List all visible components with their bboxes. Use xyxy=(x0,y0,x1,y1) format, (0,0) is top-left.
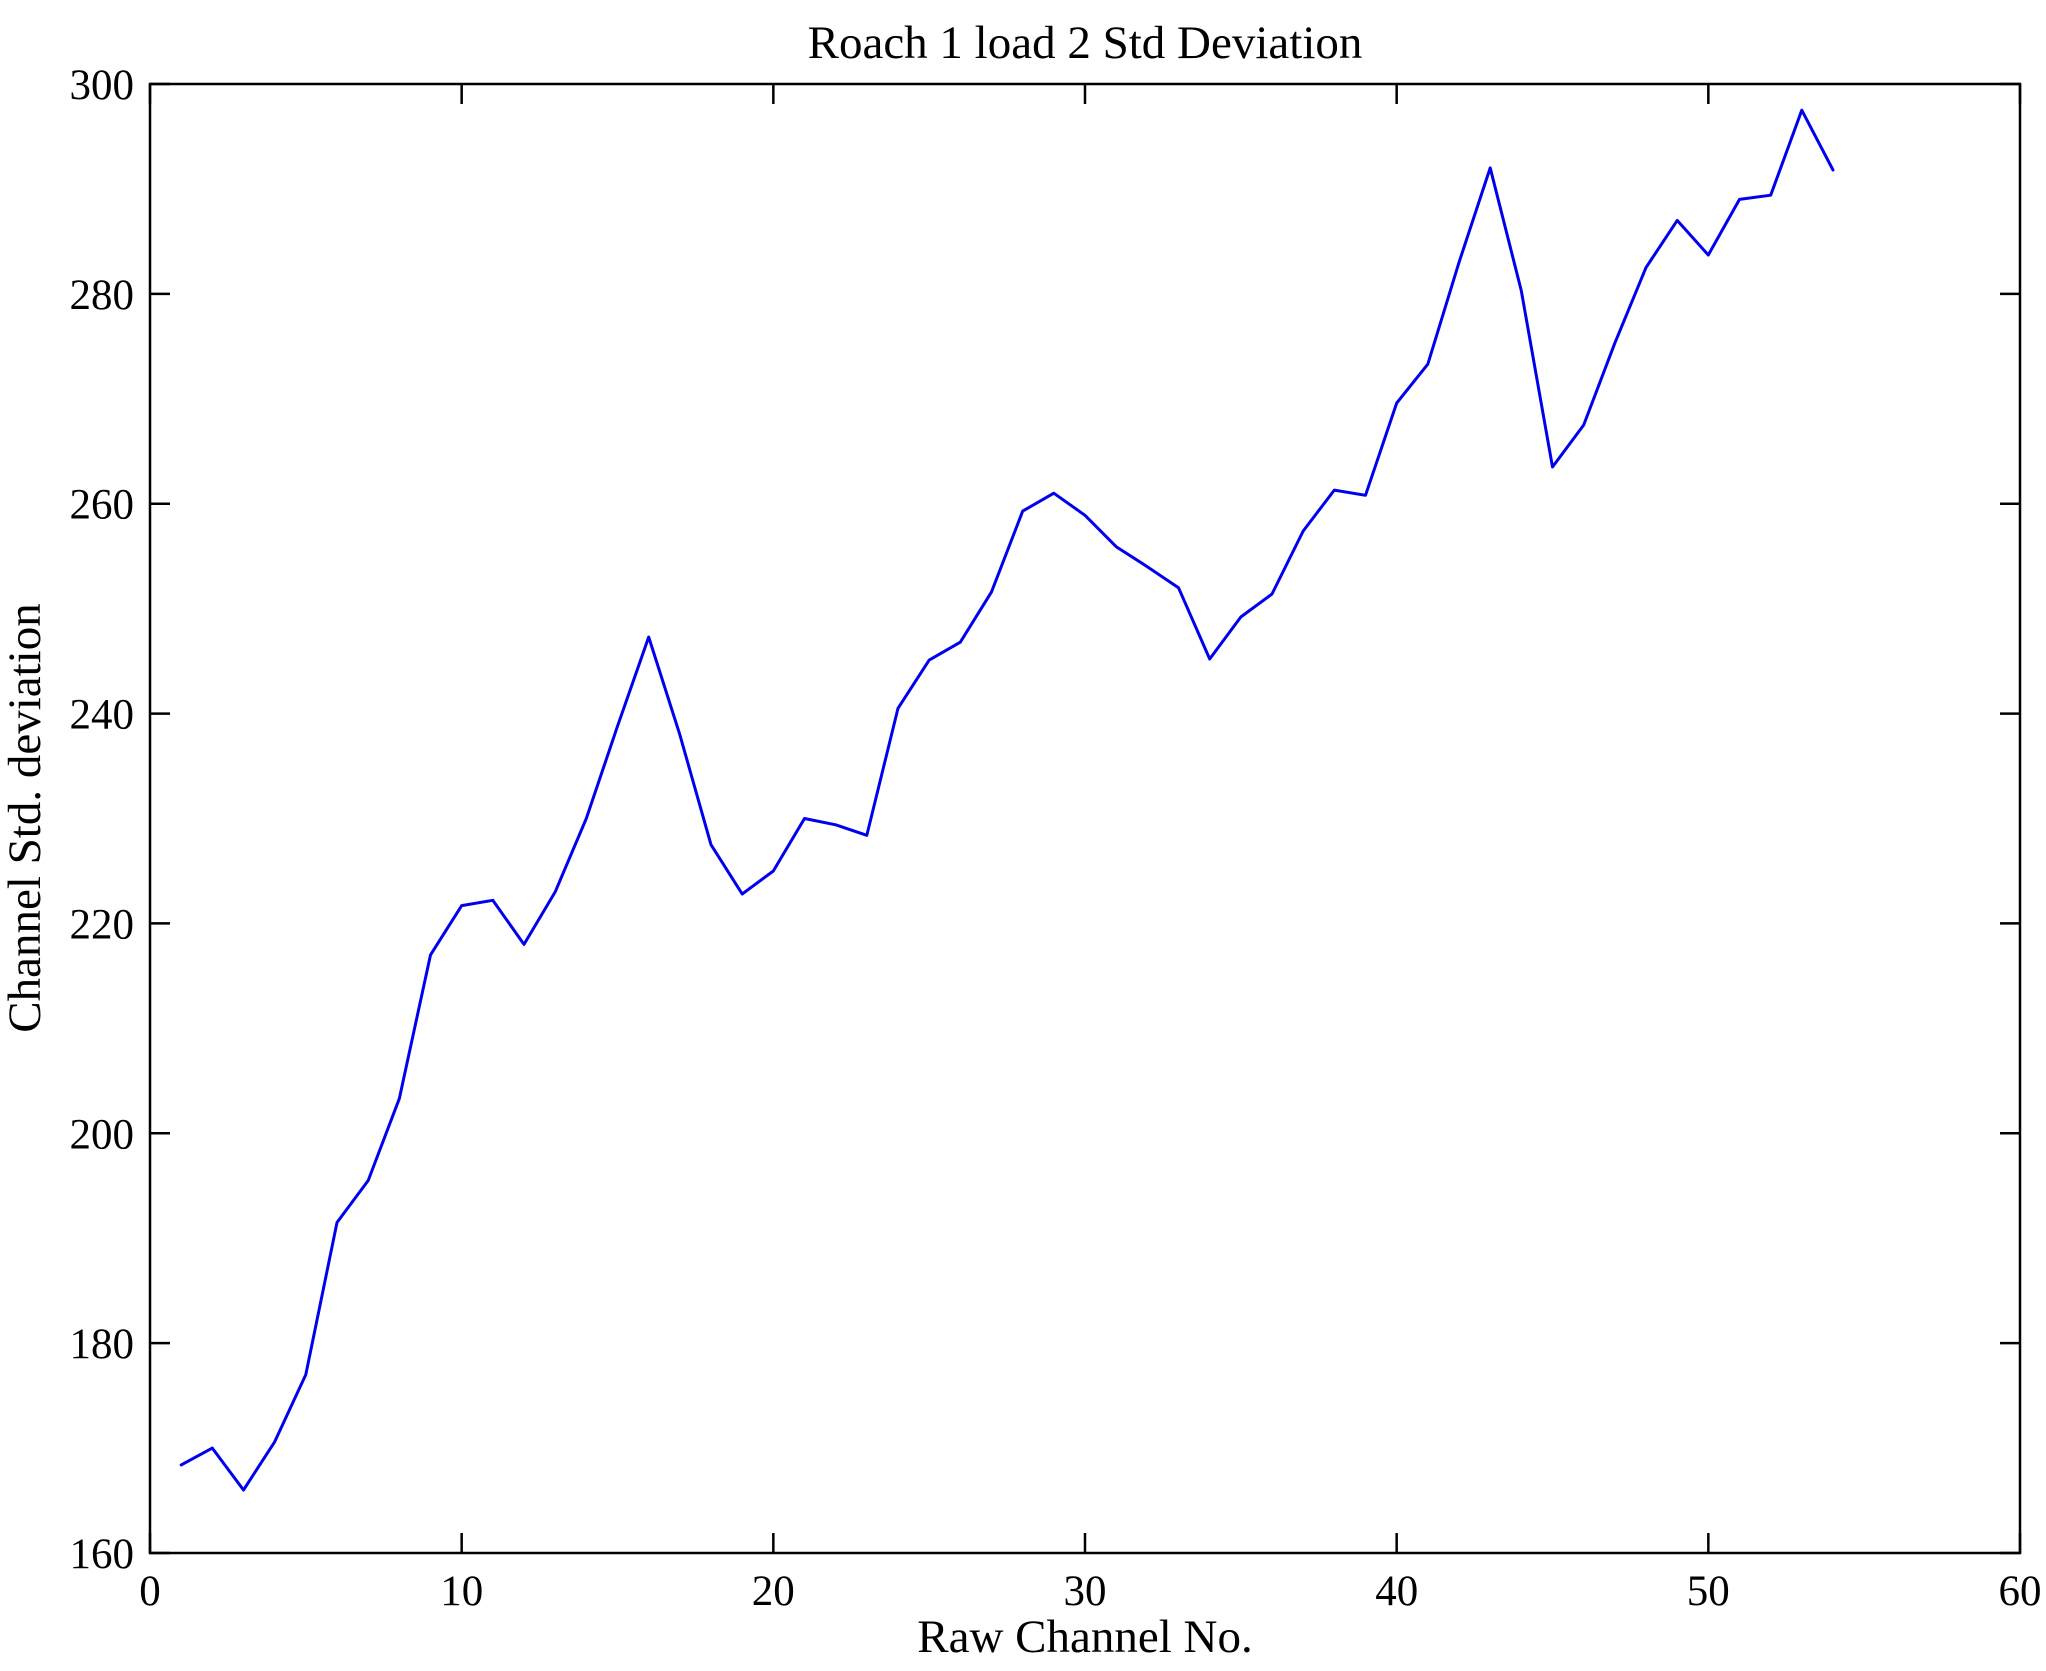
y-tick-label-220: 220 xyxy=(70,901,135,948)
chart-title: Roach 1 load 2 Std Deviation xyxy=(808,17,1363,69)
x-axis-label: Raw Channel No. xyxy=(917,1611,1252,1663)
y-axis-label: Channel Std. deviation xyxy=(0,603,51,1032)
plot-area xyxy=(150,84,2020,1553)
x-tick-label-60: 60 xyxy=(1999,1568,2042,1615)
y-tick-label-160: 160 xyxy=(70,1531,135,1578)
x-tick-label-30: 30 xyxy=(1064,1568,1107,1615)
y-tick-label-180: 180 xyxy=(70,1321,135,1368)
y-axis-tick-labels: 160 180 200 220 240 260 280 300 xyxy=(70,62,135,1578)
y-tick-label-260: 260 xyxy=(70,482,135,529)
y-tick-label-280: 280 xyxy=(70,272,135,319)
x-tick-label-50: 50 xyxy=(1687,1568,1730,1615)
data-line xyxy=(179,108,1835,1492)
x-axis-tick-labels: 0 10 20 30 40 50 60 xyxy=(139,1568,2041,1615)
x-tick-label-0: 0 xyxy=(139,1568,161,1615)
y-tick-label-240: 240 xyxy=(70,692,135,739)
tick-marks xyxy=(148,82,2022,1555)
x-tick-label-40: 40 xyxy=(1375,1568,1418,1615)
x-tick-label-20: 20 xyxy=(752,1568,795,1615)
x-tick-label-10: 10 xyxy=(440,1568,483,1615)
y-tick-label-200: 200 xyxy=(70,1111,135,1158)
y-tick-label-300: 300 xyxy=(70,62,135,109)
